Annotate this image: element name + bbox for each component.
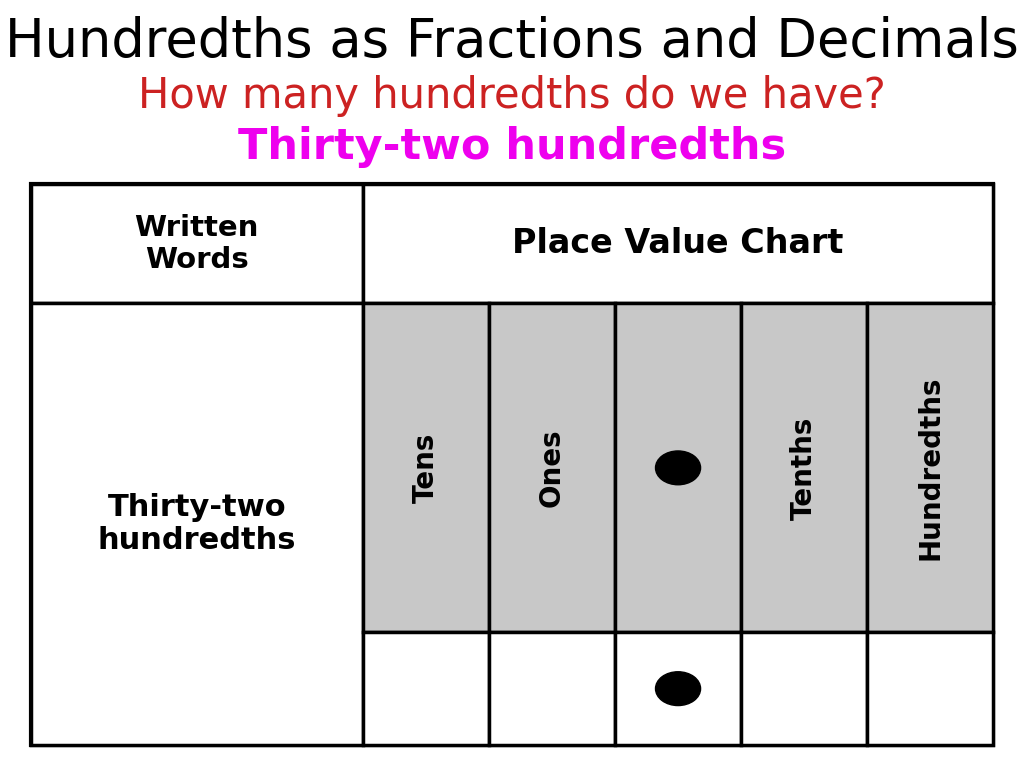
Bar <box>31 184 362 303</box>
Bar <box>741 632 867 745</box>
Text: Written
Words: Written Words <box>134 214 259 274</box>
Bar <box>741 303 867 632</box>
Text: Tenths: Tenths <box>791 416 818 519</box>
Bar <box>31 184 993 745</box>
Bar <box>362 632 488 745</box>
Circle shape <box>655 451 700 485</box>
Bar <box>615 303 741 632</box>
Bar <box>362 184 993 303</box>
Text: Ones: Ones <box>538 429 566 507</box>
Bar <box>488 303 615 632</box>
Text: How many hundredths do we have?: How many hundredths do we have? <box>138 75 886 117</box>
Bar <box>867 303 993 632</box>
Bar <box>488 632 615 745</box>
Bar <box>362 303 488 632</box>
Text: Thirty-two hundredths: Thirty-two hundredths <box>238 127 786 168</box>
Circle shape <box>655 672 700 706</box>
Text: Tens: Tens <box>412 432 440 503</box>
Text: Hundredths as Fractions and Decimals: Hundredths as Fractions and Decimals <box>5 16 1019 68</box>
Bar <box>867 632 993 745</box>
Text: Thirty-two
hundredths: Thirty-two hundredths <box>97 493 296 555</box>
Bar <box>31 303 362 745</box>
Bar <box>615 632 741 745</box>
Text: Place Value Chart: Place Value Chart <box>512 227 844 260</box>
Text: Hundredths: Hundredths <box>916 376 944 560</box>
